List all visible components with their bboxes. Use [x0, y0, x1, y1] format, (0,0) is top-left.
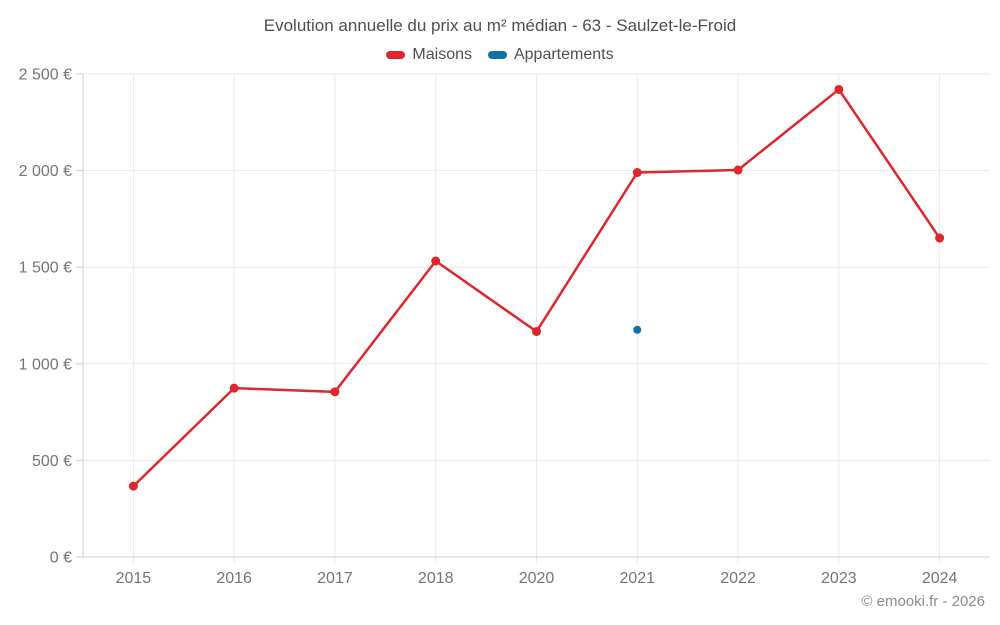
maisons-point[interactable]: [431, 256, 441, 266]
chart-title: Evolution annuelle du prix au m² médian …: [263, 16, 737, 35]
y-tick-label: 0 €: [50, 550, 72, 567]
x-tick-label: 2015: [116, 570, 152, 587]
maisons-point[interactable]: [532, 327, 541, 337]
x-tick-label: 2021: [619, 570, 655, 587]
legend-label-appartements: Appartements: [513, 46, 614, 63]
y-tick-label: 2 500 €: [19, 67, 72, 84]
legend-item-maisons[interactable]: Maisons: [386, 46, 472, 64]
x-tick-label: 2024: [922, 570, 958, 587]
attribution-text: © emooki.fr - 2026: [861, 593, 985, 610]
x-tick-label: 2016: [216, 570, 252, 587]
chart-legend: Maisons Appartements: [0, 46, 1000, 64]
y-tick-label: 2 000 €: [19, 163, 72, 180]
y-tick-label: 500 €: [32, 453, 72, 470]
maisons-point[interactable]: [632, 168, 642, 178]
maisons-point[interactable]: [229, 383, 239, 393]
x-tick-label: 2017: [317, 570, 353, 587]
appartements-swatch-icon: [487, 51, 507, 59]
x-tick-label: 2022: [720, 570, 756, 587]
y-tick-label: 1 500 €: [19, 260, 72, 277]
x-tick-label: 2020: [519, 570, 555, 587]
maisons-point[interactable]: [128, 481, 138, 491]
x-tick-label: 2023: [821, 570, 857, 587]
legend-label-maisons: Maisons: [412, 46, 472, 63]
x-tick-label: 2018: [418, 570, 454, 587]
maisons-point[interactable]: [834, 84, 844, 94]
legend-item-appartements[interactable]: Appartements: [487, 46, 614, 64]
maisons-point[interactable]: [935, 233, 945, 243]
maisons-swatch-icon: [386, 51, 406, 59]
y-tick-label: 1 000 €: [19, 356, 72, 373]
appartements-point[interactable]: [633, 325, 642, 334]
maisons-point[interactable]: [330, 387, 340, 397]
maisons-point[interactable]: [733, 165, 743, 175]
